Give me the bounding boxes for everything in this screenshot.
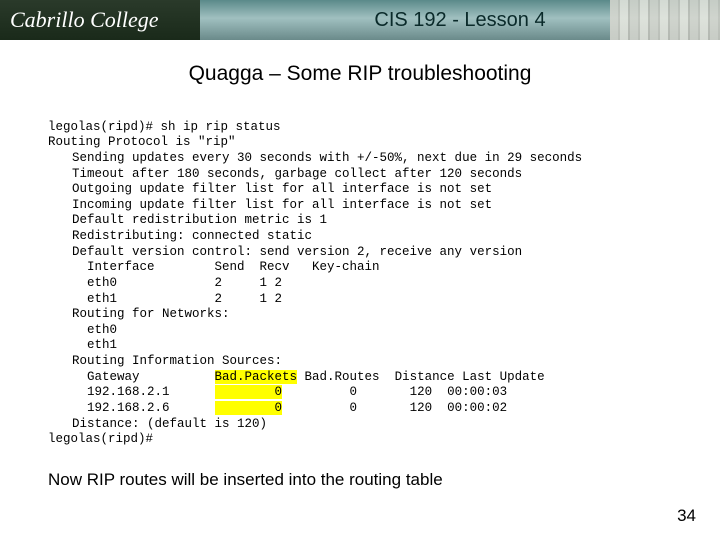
seg: 0 120 00:00:03	[282, 385, 507, 399]
seg: 192.168.2.6	[72, 401, 215, 415]
term-line: Redistributing: connected static	[72, 229, 720, 245]
term-line: legolas(ripd)#	[48, 432, 153, 446]
term-line: 192.168.2.6 0 0 120 00:00:02	[72, 401, 720, 417]
header-banner: Cabrillo College CIS 192 - Lesson 4	[0, 0, 720, 40]
highlight-badpackets-header: Bad.Packets	[215, 370, 298, 384]
term-line: legolas(ripd)# sh ip rip status	[48, 120, 281, 134]
term-line: Routing Protocol is "rip"	[48, 135, 236, 149]
seg: 192.168.2.1	[72, 385, 215, 399]
term-line: Interface Send Recv Key-chain	[72, 260, 720, 276]
term-line: Gateway Bad.Packets Bad.Routes Distance …	[72, 370, 720, 386]
banner-title-wrap: CIS 192 - Lesson 4	[200, 0, 720, 40]
banner-decoration	[610, 0, 720, 40]
seg: Bad.Routes Distance Last Update	[297, 370, 545, 384]
term-line: Routing for Networks:	[72, 307, 720, 323]
term-line: eth0	[72, 323, 720, 339]
term-line: Sending updates every 30 seconds with +/…	[72, 151, 720, 167]
seg: Gateway	[72, 370, 215, 384]
highlight-badpackets-value: 0	[215, 385, 283, 399]
college-logo-text: Cabrillo College	[10, 7, 159, 33]
term-line: Routing Information Sources:	[72, 354, 720, 370]
lesson-title: CIS 192 - Lesson 4	[374, 9, 545, 32]
term-line: eth1 2 1 2	[72, 292, 720, 308]
term-line: 192.168.2.1 0 0 120 00:00:03	[72, 385, 720, 401]
terminal-output: legolas(ripd)# sh ip rip status Routing …	[48, 104, 720, 448]
slide-subtitle: Quagga – Some RIP troubleshooting	[0, 62, 720, 86]
term-line: Timeout after 180 seconds, garbage colle…	[72, 167, 720, 183]
highlight-badpackets-value: 0	[215, 401, 283, 415]
term-line: eth0 2 1 2	[72, 276, 720, 292]
seg: 0 120 00:00:02	[282, 401, 507, 415]
term-line: Distance: (default is 120)	[72, 417, 720, 433]
term-line: Default version control: send version 2,…	[72, 245, 720, 261]
term-line: eth1	[72, 338, 720, 354]
term-line: Default redistribution metric is 1	[72, 213, 720, 229]
page-number: 34	[677, 506, 696, 526]
term-line: Outgoing update filter list for all inte…	[72, 182, 720, 198]
term-line: Incoming update filter list for all inte…	[72, 198, 720, 214]
college-logo: Cabrillo College	[0, 0, 200, 40]
slide-caption: Now RIP routes will be inserted into the…	[48, 470, 720, 490]
